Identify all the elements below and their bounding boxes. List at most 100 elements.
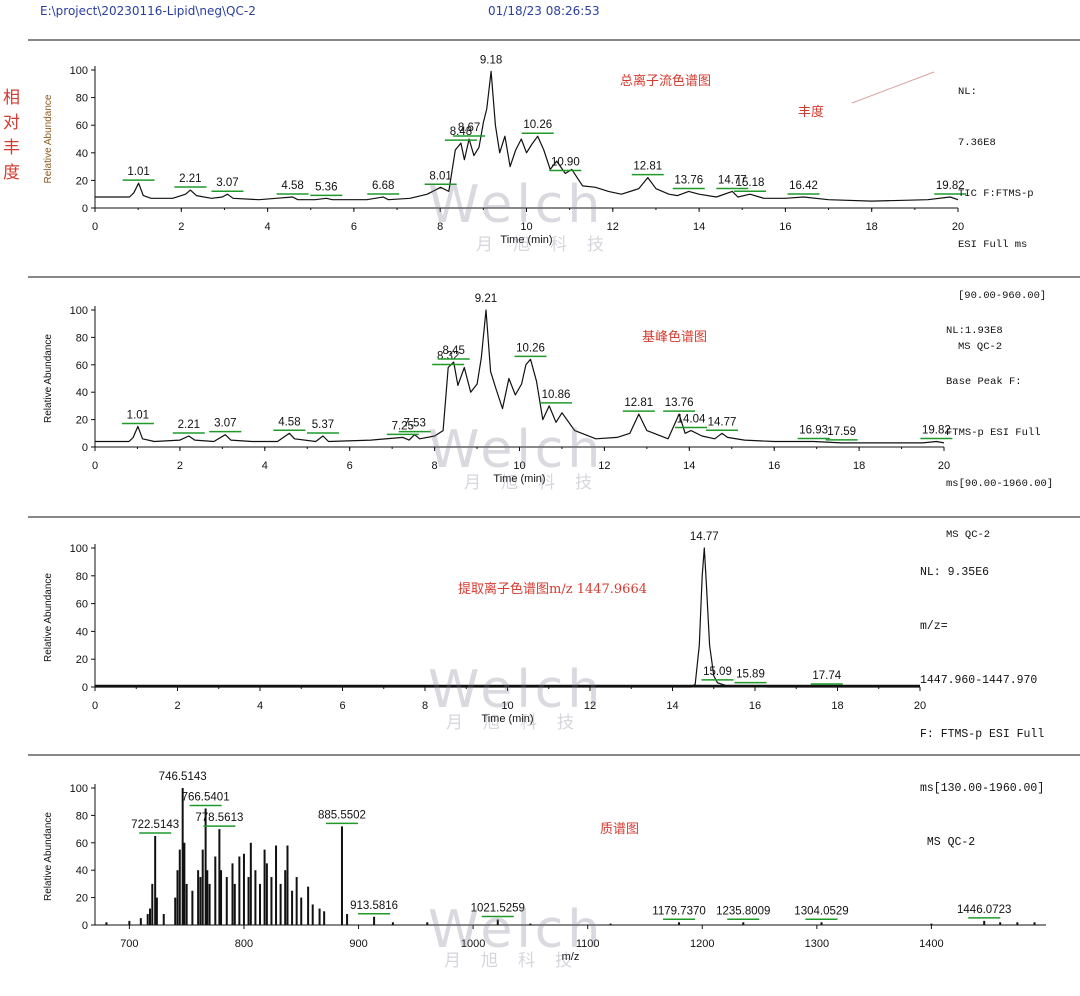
xic-x-tick-label: 20 (914, 700, 926, 712)
ms-peak-label: 1235.8009 (716, 905, 770, 917)
side-label-char: 丰 (3, 138, 20, 158)
annotation-xic: 提取离子色谱图m/z 1447.9664 (458, 582, 647, 597)
bpc-peak-label: 7.25 (392, 420, 414, 432)
tic-peak-label: 4.58 (281, 180, 303, 192)
tic-peak-label: 12.81 (633, 161, 662, 173)
bpc-y-tick-label: 40 (76, 387, 88, 399)
ms-x-tick-label: 900 (349, 938, 367, 950)
ms-x-tick-label: 1200 (690, 938, 714, 950)
bpc-y-tick-label: 80 (76, 332, 88, 344)
xic-peak-label: 14.77 (690, 531, 719, 543)
ms-y-tick-label: 100 (70, 783, 88, 795)
tic-info-block: NL: 7.36E8 TIC F:FTMS-p ESI Full ms [90.… (958, 50, 1046, 373)
tic-x-axis-label: Time (min) (500, 234, 552, 246)
bpc-x-tick-label: 8 (432, 460, 438, 472)
xic-peak-label: 15.09 (703, 666, 732, 678)
bpc-x-tick-label: 14 (683, 460, 695, 472)
ms-peak-label: 1446.0723 (957, 904, 1011, 916)
annotation-ms: 质谱图 (600, 822, 640, 837)
xic-x-tick-label: 10 (501, 700, 513, 712)
bpc-y-tick-label: 100 (70, 305, 88, 317)
tic-peak-label: 13.76 (674, 174, 703, 186)
bpc-peak-label: 7.53 (403, 418, 425, 430)
tic-x-tick-label: 2 (178, 221, 184, 233)
tic-peak-label: 16.42 (789, 180, 818, 192)
file-path: E:\project\20230116-Lipid\neg\QC-2 (40, 4, 256, 18)
xic-x-tick-label: 16 (749, 700, 761, 712)
ms-peak-label: 1179.7370 (652, 905, 706, 917)
tic-peak-label: 15.18 (736, 177, 765, 189)
annotation-abundance: 丰度 (798, 105, 825, 120)
xic-x-tick-label: 18 (831, 700, 843, 712)
xic-x-tick-label: 4 (257, 700, 263, 712)
bpc-peak-label: 16.93 (799, 425, 828, 437)
watermark-text: 月旭科技 (464, 473, 612, 493)
tic-peak-label: 19.82 (936, 180, 965, 192)
watermark-logo: Welch (428, 660, 605, 720)
info-line: 7.36E8 (958, 137, 996, 149)
tic-peak-label: 8.67 (458, 122, 480, 134)
tic-peak-label: 1.01 (127, 166, 149, 178)
info-line: TIC F:FTMS-p (958, 188, 1034, 200)
bpc-peak-label: 10.86 (542, 389, 571, 401)
ms-y-axis-label: Relative Abundance (43, 812, 54, 901)
tic-peak-label: 3.07 (216, 177, 238, 189)
side-label-relative-abundance: 相 对 丰 度 (3, 86, 21, 186)
watermark-logo: Welch (428, 900, 605, 960)
watermark-text: 月旭科技 (446, 713, 594, 733)
annotation-tic: 总离子流色谱图 (620, 74, 712, 89)
bpc-peak-label: 1.01 (127, 409, 149, 421)
tic-peak-label: 14.77 (718, 174, 747, 186)
bpc-x-tick-label: 10 (513, 460, 525, 472)
info-line: NL: (958, 86, 977, 98)
tic-x-tick-label: 10 (520, 221, 532, 233)
bpc-x-tick-label: 4 (262, 460, 268, 472)
watermark-text: 月旭科技 (476, 235, 624, 255)
tic-x-tick-label: 20 (952, 221, 964, 233)
bpc-peak-label: 3.07 (214, 418, 236, 430)
tic-x-tick-label: 8 (437, 221, 443, 233)
bpc-peak-label: 12.81 (624, 397, 653, 409)
xic-peak-label: 15.89 (736, 669, 765, 681)
bpc-peak-label: 19.82 (922, 425, 951, 437)
bpc-peak-label: 17.59 (827, 426, 856, 438)
bpc-x-tick-label: 18 (853, 460, 865, 472)
info-line: F: FTMS-p ESI Full (920, 728, 1045, 741)
tic-peak-label: 6.68 (372, 180, 394, 192)
bpc-x-axis-label: Time (min) (493, 473, 545, 485)
annotation-pointer-line (851, 71, 935, 104)
xic-y-tick-label: 100 (70, 543, 88, 555)
acquisition-datetime: 01/18/23 08:26:53 (488, 4, 600, 18)
tic-peak-label: 10.90 (551, 157, 580, 169)
info-line: 1447.960-1447.970 (920, 674, 1038, 687)
xic-peak-label: 17.74 (812, 670, 841, 682)
xic-x-tick-label: 8 (422, 700, 428, 712)
ms-peak-label: 778.5613 (195, 812, 243, 824)
info-line: m/z= (920, 620, 948, 633)
tic-y-tick-label: 60 (76, 120, 88, 132)
xic-y-tick-label: 40 (76, 626, 88, 638)
info-line: ESI Full ms (958, 239, 1028, 251)
bpc-peak-label: 10.26 (516, 342, 545, 354)
xic-y-tick-label: 60 (76, 599, 88, 611)
ms-y-tick-label: 60 (76, 838, 88, 850)
ms-y-tick-label: 80 (76, 810, 88, 822)
ms-peak-label: 885.5502 (318, 809, 366, 821)
tic-y-tick-label: 0 (82, 203, 88, 215)
bpc-peak-label: 9.21 (475, 293, 497, 305)
tic-x-tick-label: 12 (607, 221, 619, 233)
xic-x-tick-label: 0 (92, 700, 98, 712)
bpc-peak-label: 8.45 (443, 345, 465, 357)
tic-x-tick-label: 18 (866, 221, 878, 233)
ms-y-tick-label: 0 (82, 920, 88, 932)
info-line: ms[90.00-1960.00] (946, 478, 1054, 490)
info-line: MS QC-2 (946, 529, 991, 541)
xic-x-tick-label: 6 (339, 700, 345, 712)
tic-x-tick-label: 6 (351, 221, 357, 233)
bpc-x-tick-label: 6 (347, 460, 353, 472)
xic-x-tick-label: 14 (666, 700, 678, 712)
bpc-x-tick-label: 0 (92, 460, 98, 472)
xic-info-block: NL: 9.35E6 m/z= 1447.960-1447.970 F: FTM… (920, 528, 1044, 870)
ms-y-tick-label: 20 (76, 893, 88, 905)
